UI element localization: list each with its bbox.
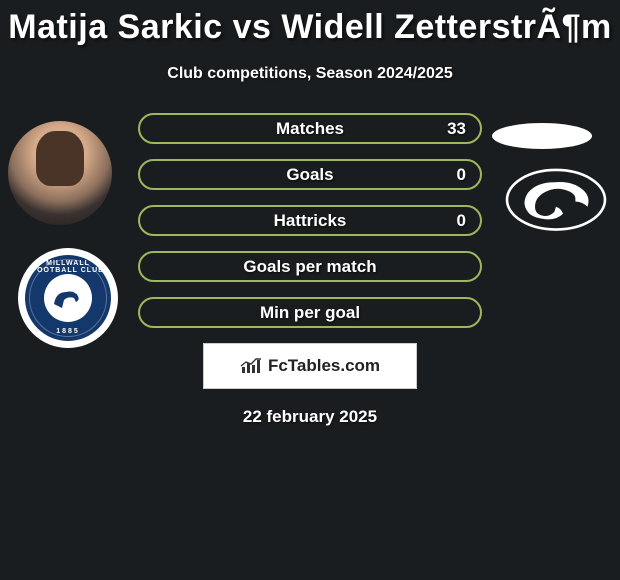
stat-row-mpg: Min per goal <box>138 297 482 328</box>
stat-value-right: 0 <box>457 211 466 231</box>
player-left-photo <box>8 121 112 225</box>
date-label: 22 february 2025 <box>0 407 620 427</box>
stat-label: Hattricks <box>274 211 347 231</box>
stat-value-right: 33 <box>447 119 466 139</box>
stat-label: Min per goal <box>260 303 360 323</box>
club-left-label: MILLWALL FOOTBALL CLUB <box>25 260 111 274</box>
club-left-crest: MILLWALL FOOTBALL CLUB 1885 <box>18 248 118 348</box>
club-left-year: 1885 <box>25 328 111 335</box>
brand-text: FcTables.com <box>268 356 380 376</box>
player-right-placeholder <box>492 123 592 149</box>
stat-label: Matches <box>276 119 344 139</box>
stat-label: Goals per match <box>243 257 376 277</box>
bar-chart-icon <box>240 357 262 375</box>
lion-icon <box>44 274 92 322</box>
stat-rows: Matches 33 Goals 0 Hattricks 0 Goals per… <box>138 113 482 328</box>
stat-row-matches: Matches 33 <box>138 113 482 144</box>
stat-row-goals: Goals 0 <box>138 159 482 190</box>
stat-value-right: 0 <box>457 165 466 185</box>
stat-row-gpm: Goals per match <box>138 251 482 282</box>
stat-label: Goals <box>286 165 333 185</box>
comparison-panel: MILLWALL FOOTBALL CLUB 1885 Matches 33 G… <box>0 113 620 427</box>
brand-badge[interactable]: FcTables.com <box>203 343 417 389</box>
club-right-crest <box>500 163 612 233</box>
stat-row-hattricks: Hattricks 0 <box>138 205 482 236</box>
page-title: Matija Sarkic vs Widell ZetterstrÃ¶m <box>0 0 620 47</box>
subtitle: Club competitions, Season 2024/2025 <box>0 65 620 83</box>
